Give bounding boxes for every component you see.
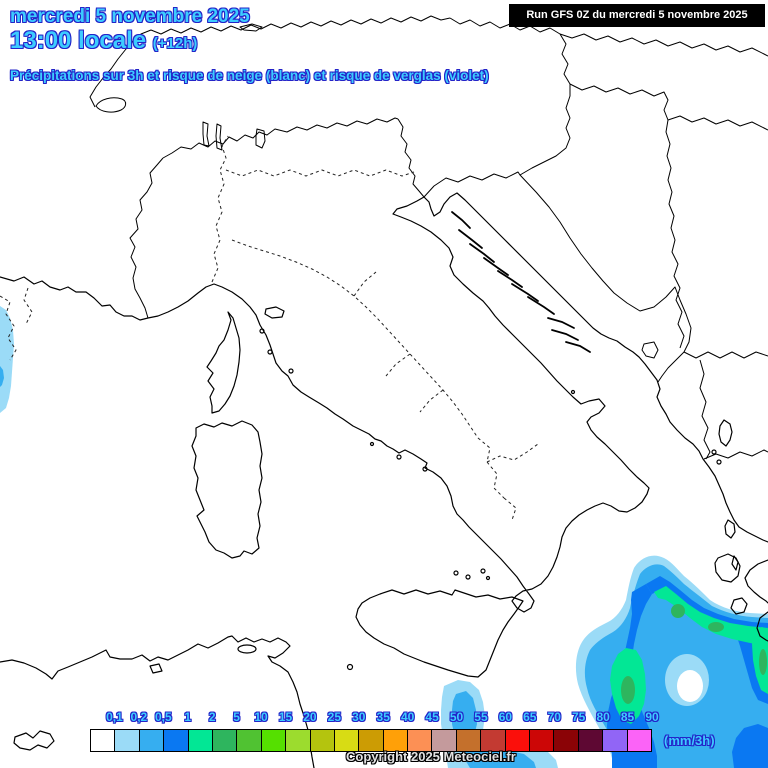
island-corfu (718, 419, 733, 447)
islands-shape (288, 368, 294, 374)
coastline-shape (744, 559, 768, 604)
region-border-shape (23, 287, 33, 325)
region-border-shape (477, 437, 505, 499)
islands-shape (346, 663, 354, 671)
islands-shape (711, 449, 717, 455)
region-border-layer (0, 135, 539, 521)
border-shape (215, 123, 223, 151)
islands-shape (570, 389, 576, 395)
border-shape (683, 351, 768, 359)
region-border-shape (225, 169, 415, 177)
coastline-shape (149, 663, 163, 674)
dalmatian-islands-shape (551, 329, 579, 341)
precipitation-shape (621, 676, 635, 704)
border-shape (449, 17, 571, 85)
dalmatian-islands-shape (458, 229, 483, 249)
precipitation-shape (708, 622, 724, 632)
border-shape (255, 128, 266, 149)
border-shape (519, 174, 692, 383)
border-shape (423, 84, 571, 198)
dalmatian-islands-shape (511, 283, 539, 302)
region-border-shape (231, 239, 479, 439)
region-border-shape (385, 353, 411, 377)
dalmatian-islands-shape (547, 317, 575, 329)
dalmatian-islands-layer (451, 211, 591, 353)
border-shape (89, 15, 451, 108)
precipitation-shape (654, 586, 768, 646)
islands-shape (465, 574, 471, 580)
region-border-shape (486, 443, 539, 463)
island-sardinia (191, 420, 263, 559)
dalmatian-islands-shape (469, 243, 495, 263)
islands-shape (264, 306, 285, 319)
border-shape (667, 115, 768, 131)
islands-shape (259, 328, 265, 334)
precipitation-shape (0, 366, 4, 387)
coastline-mainland (0, 192, 768, 613)
islands-shape (714, 553, 741, 583)
border-shape (699, 359, 711, 460)
dalmatian-islands-shape (497, 270, 523, 288)
islands-shape (453, 570, 459, 576)
region-border-shape (353, 271, 377, 297)
precipitation-layer (0, 306, 768, 768)
border-shape (95, 97, 127, 113)
islands-shape (267, 349, 273, 355)
precipitation-shape (677, 670, 703, 702)
border-shape (129, 157, 164, 319)
border-shape (665, 119, 685, 349)
island-sicily (355, 589, 524, 678)
precipitation-shape (671, 604, 685, 618)
islands-shape (485, 575, 491, 581)
precipitation-shape (732, 724, 768, 768)
border-shape (202, 121, 210, 147)
precipitation-shape (452, 691, 477, 745)
dalmatian-islands-shape (483, 257, 509, 276)
region-border-shape (211, 135, 229, 283)
precipitation-shape (464, 748, 536, 768)
region-border-shape (0, 295, 17, 361)
border-shape (703, 449, 768, 460)
border-shape (641, 341, 659, 359)
islands-shape (730, 597, 748, 615)
island-corsica (206, 311, 241, 414)
coastline-shape (237, 644, 257, 654)
islands-shape (724, 519, 736, 539)
border-shape (559, 33, 768, 57)
precipitation-shape (699, 704, 721, 729)
islands-shape (716, 459, 722, 465)
islands-layer (191, 306, 748, 678)
run-info-box: Run GFS 0Z du mercredi 5 novembre 2025 (509, 4, 765, 27)
region-border-shape (503, 497, 517, 521)
precipitation-shape (646, 576, 768, 636)
dalmatian-islands-shape (451, 211, 471, 229)
precipitation-shape (759, 649, 767, 675)
islands-shape (480, 568, 486, 574)
dalmatian-islands-shape (527, 296, 555, 315)
dalmatian-islands-shape (565, 341, 591, 353)
border-layer (89, 15, 768, 460)
precipitation-shape (0, 306, 14, 413)
border-shape (239, 23, 263, 32)
border-shape (397, 118, 425, 198)
islands-shape (396, 454, 402, 460)
islands-shape (422, 466, 428, 472)
coastline-shape (13, 730, 55, 751)
islands-shape (369, 441, 375, 447)
copyright-label: Copyright 2025 Meteociel.fr (346, 749, 516, 764)
coastline-africa (0, 635, 315, 768)
border-shape (569, 83, 669, 121)
region-border-shape (419, 389, 444, 413)
border-shape (162, 117, 399, 159)
coastline-shape (756, 611, 768, 642)
